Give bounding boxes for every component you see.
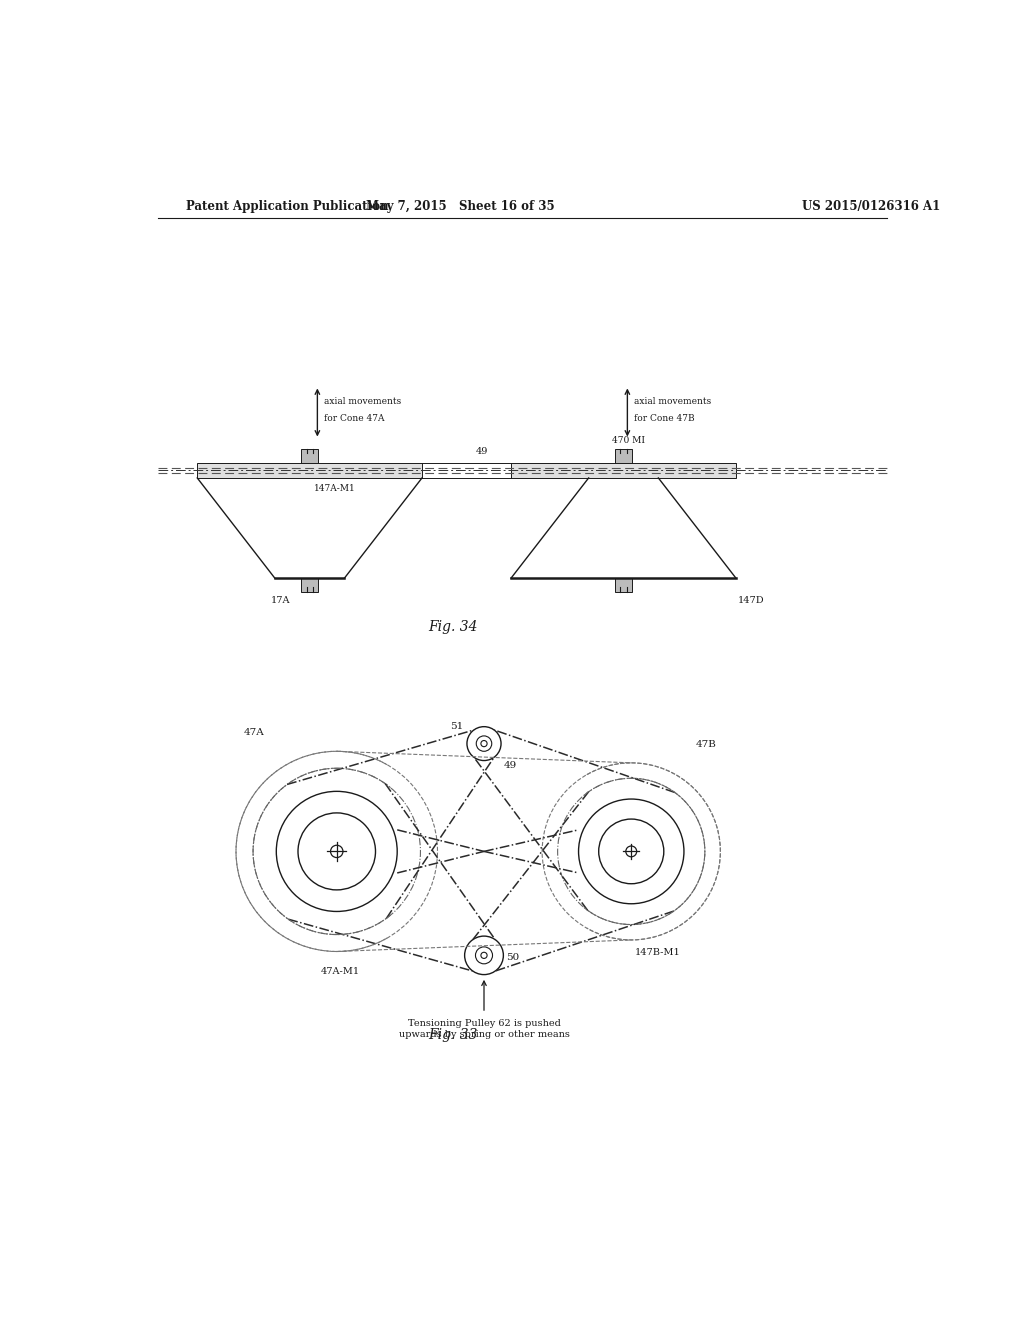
Text: for Cone 47B: for Cone 47B	[633, 414, 694, 422]
Bar	[301, 449, 318, 462]
Text: 470 MI: 470 MI	[611, 436, 644, 445]
Text: for Cone 47A: for Cone 47A	[323, 414, 384, 422]
Bar	[511, 462, 735, 478]
Text: US 2015/0126316 A1: US 2015/0126316 A1	[801, 199, 940, 213]
Text: 49: 49	[476, 447, 488, 457]
Text: 47A: 47A	[244, 729, 264, 738]
Text: 50: 50	[505, 953, 519, 962]
Bar	[614, 578, 632, 591]
Text: 147B-M1: 147B-M1	[635, 948, 681, 957]
Text: 47A-M1: 47A-M1	[321, 966, 360, 975]
Text: 17A: 17A	[271, 595, 290, 605]
Bar	[614, 449, 632, 462]
Text: 49: 49	[503, 760, 516, 770]
Text: Fig. 33: Fig. 33	[428, 1028, 477, 1043]
Text: 47B: 47B	[695, 741, 715, 748]
Text: axial movements: axial movements	[323, 397, 400, 407]
Text: 51: 51	[449, 722, 463, 731]
Bar	[197, 462, 422, 478]
Bar	[301, 578, 318, 591]
Text: 147A-M1: 147A-M1	[313, 484, 355, 494]
Text: Fig. 34: Fig. 34	[428, 620, 477, 635]
Text: Patent Application Publication: Patent Application Publication	[185, 199, 388, 213]
Text: Tensioning Pulley 62 is pushed
upwards by spring or other means: Tensioning Pulley 62 is pushed upwards b…	[398, 1019, 569, 1039]
Text: 147D: 147D	[737, 595, 763, 605]
Text: May 7, 2015   Sheet 16 of 35: May 7, 2015 Sheet 16 of 35	[366, 199, 554, 213]
Text: axial movements: axial movements	[633, 397, 710, 407]
